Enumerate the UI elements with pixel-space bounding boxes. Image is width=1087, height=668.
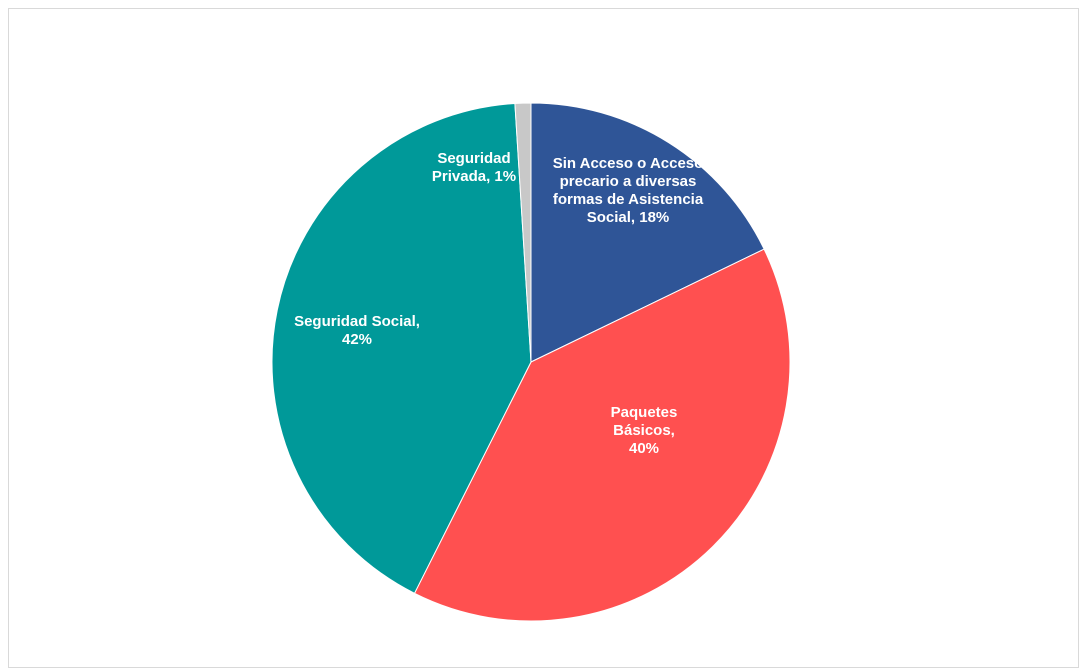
pie-slice-4 [514, 102, 532, 363]
slice-label-line: 40% [629, 440, 659, 457]
pie-slice-2 [413, 248, 791, 622]
slice-label-line: Seguridad Social, [294, 313, 420, 330]
slice-label-3: Seguridad Social, 42% [294, 313, 420, 348]
pie-chart: Sin Acceso o Acceso precario a diversas fo… [271, 102, 791, 622]
slice-label-line: Privada, 1% [432, 168, 516, 185]
slice-label-line: Paquetes [611, 404, 678, 421]
slice-label-2: Paquetes Básicos, 40% [611, 404, 678, 457]
pie-labels: Sin Acceso o Acceso precario a diversas fo… [294, 150, 704, 457]
slice-label-1: Sin Acceso o Acceso precario a diversas fo… [553, 155, 704, 226]
slice-label-line: formas de Asistencia [553, 191, 704, 208]
slice-label-line: Social, 18% [587, 209, 670, 226]
slice-label-line: Seguridad [437, 150, 510, 167]
pie-slice-1 [530, 102, 765, 363]
slice-label-line: Básicos, [613, 422, 675, 439]
pie-slices [271, 102, 791, 622]
slice-label-line: 42% [342, 331, 372, 348]
slice-label-line: precario a diversas [560, 173, 697, 190]
slice-label-4: Seguridad Privada, 1% [432, 150, 516, 185]
slice-label-line: Sin Acceso o Acceso [553, 155, 704, 172]
pie-slice-3 [271, 102, 532, 594]
